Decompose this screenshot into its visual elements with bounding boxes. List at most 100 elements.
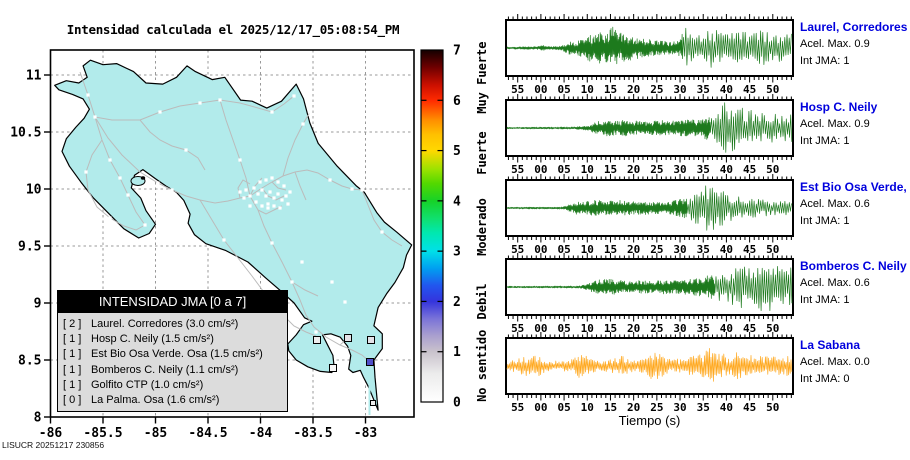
intensity-marker xyxy=(344,334,352,342)
legend-item-station: Golfito CTP (1.0 cm/s²) xyxy=(91,378,204,391)
station-dot xyxy=(118,176,122,180)
lon-tick-label: -85 xyxy=(144,426,167,441)
station-dot xyxy=(350,187,354,191)
station-dot xyxy=(108,216,112,220)
station-dot xyxy=(244,188,248,192)
station-dot xyxy=(270,241,274,245)
station-dot xyxy=(108,158,112,162)
panel-time-label: 30 xyxy=(673,401,686,414)
intensity-colorbar: 7 6 5 4 3 2 1 0 Muy Fuerte Fuerte Moderado Debil No … xyxy=(420,42,489,411)
panel-time-label: 25 xyxy=(650,322,663,335)
station-name: Hosp C. Neily xyxy=(800,100,878,114)
legend-station-list: [ 2 ] Laurel. Corredores (3.0 cm/s²) [ 1 ]… xyxy=(57,313,288,413)
panel-time-label: 05 xyxy=(557,163,570,176)
station-name: La Sabana xyxy=(800,338,861,352)
intensity-marker xyxy=(367,336,375,344)
station-name: Est Bio Osa Verde, Osa xyxy=(800,180,910,194)
station-dot xyxy=(264,194,268,198)
panel-time-label: 35 xyxy=(697,322,710,335)
legend-item-station: Est Bio Osa Verde. Osa (1.5 cm/s²) xyxy=(91,348,263,361)
panel-time-label: 40 xyxy=(720,243,733,256)
panel-time-label: 40 xyxy=(720,322,733,335)
station-dot xyxy=(93,115,97,119)
panel-time-label: 55 xyxy=(511,322,524,335)
time-axis-title: Tiempo (s) xyxy=(618,413,681,428)
legend-item-station: Laurel. Corredores (3.0 cm/s²) xyxy=(91,318,239,330)
intensity-marker xyxy=(313,336,321,344)
lat-tick-label: 10.5 xyxy=(10,126,41,141)
panel-time-label: 50 xyxy=(766,243,779,256)
station-dot xyxy=(248,194,252,198)
road-line xyxy=(249,195,371,363)
colorbar-frame xyxy=(420,49,444,403)
colorbar-category-label: No sentido xyxy=(475,330,489,402)
station-dot xyxy=(260,204,264,208)
panel-time-label: 00 xyxy=(534,163,547,176)
road-line xyxy=(79,71,251,204)
road-line xyxy=(257,205,283,215)
waveform-panel: 55 00 05 10 15 20 25 30 35 40 45 50 xyxy=(505,94,794,176)
legend-item-station: Bomberos C. Neily (1.1 cm/s²) xyxy=(91,363,239,376)
station-dot xyxy=(260,188,264,192)
lat-tick-label: 8 xyxy=(34,411,42,426)
station-dot xyxy=(270,110,274,114)
panel-time-label: 10 xyxy=(581,243,594,256)
legend-item-intensity: [ 2 ] xyxy=(63,318,82,330)
legend-item-intensity: [ 0 ] xyxy=(63,394,82,407)
station-dot xyxy=(252,186,256,190)
panel-time-label: 15 xyxy=(604,322,617,335)
station-dot xyxy=(343,300,347,304)
seismogram-trace xyxy=(506,102,793,153)
legend-title: INTENSIDAD JMA [0 a 7] xyxy=(57,290,288,313)
intensity-legend: INTENSIDAD JMA [0 a 7] [ 2 ] Laurel. Corr… xyxy=(57,290,288,413)
panel-time-label: 20 xyxy=(627,401,640,414)
station-dot xyxy=(280,198,284,202)
colorbar-category-label: Muy Fuerte xyxy=(475,42,489,114)
station-dot xyxy=(360,188,364,192)
road-line xyxy=(271,95,295,113)
panel-time-label: 40 xyxy=(720,401,733,414)
lat-tick-label: 10 xyxy=(26,183,42,198)
road-line xyxy=(85,139,146,231)
panel-time-label: 50 xyxy=(766,401,779,414)
station-dot xyxy=(126,193,130,197)
panel-time-label: 25 xyxy=(650,83,663,96)
panel-time-label: 50 xyxy=(766,83,779,96)
station-dot xyxy=(238,190,242,194)
lat-tick-label: 9 xyxy=(34,297,42,312)
station-dot xyxy=(290,280,294,284)
waveform-panel: 55 00 05 10 15 20 25 30 35 40 45 50 xyxy=(505,14,794,96)
station-dot xyxy=(278,206,282,210)
panel-time-label: 45 xyxy=(743,163,756,176)
panel-time-label: 25 xyxy=(650,243,663,256)
station-dot xyxy=(288,190,292,194)
lon-tick-label: -83 xyxy=(354,426,377,441)
station-acel-max: Acel. Max. 0.9 xyxy=(800,118,870,130)
colorbar-number: 0 xyxy=(453,396,461,411)
panel-time-label: 10 xyxy=(581,163,594,176)
panel-time-label: 25 xyxy=(650,401,663,414)
panel-time-label: 10 xyxy=(581,401,594,414)
legend-item-intensity: [ 1 ] xyxy=(63,333,82,346)
station-dot xyxy=(308,110,312,114)
panel-time-label: 55 xyxy=(511,243,524,256)
panel-time-label: 00 xyxy=(534,401,547,414)
road-line xyxy=(291,281,319,297)
station-acel-max: Acel. Max. 0.0 xyxy=(800,356,870,368)
seismogram-trace xyxy=(506,26,792,68)
station-dot xyxy=(156,181,160,185)
panel-time-label: 10 xyxy=(581,83,594,96)
map-frame xyxy=(49,49,415,418)
panel-time-label: 20 xyxy=(627,322,640,335)
panel-time-label: 35 xyxy=(697,83,710,96)
lon-tick-label: -85.5 xyxy=(83,426,122,441)
station-dot xyxy=(264,178,268,182)
road-line xyxy=(139,119,206,171)
road-line xyxy=(361,189,403,247)
road-line xyxy=(249,169,363,197)
panel-time-label: 45 xyxy=(743,83,756,96)
panel-time-label: 45 xyxy=(743,322,756,335)
footer-watermark: LISUCR 20251217 230856 xyxy=(2,440,105,450)
station-dot xyxy=(330,280,334,284)
